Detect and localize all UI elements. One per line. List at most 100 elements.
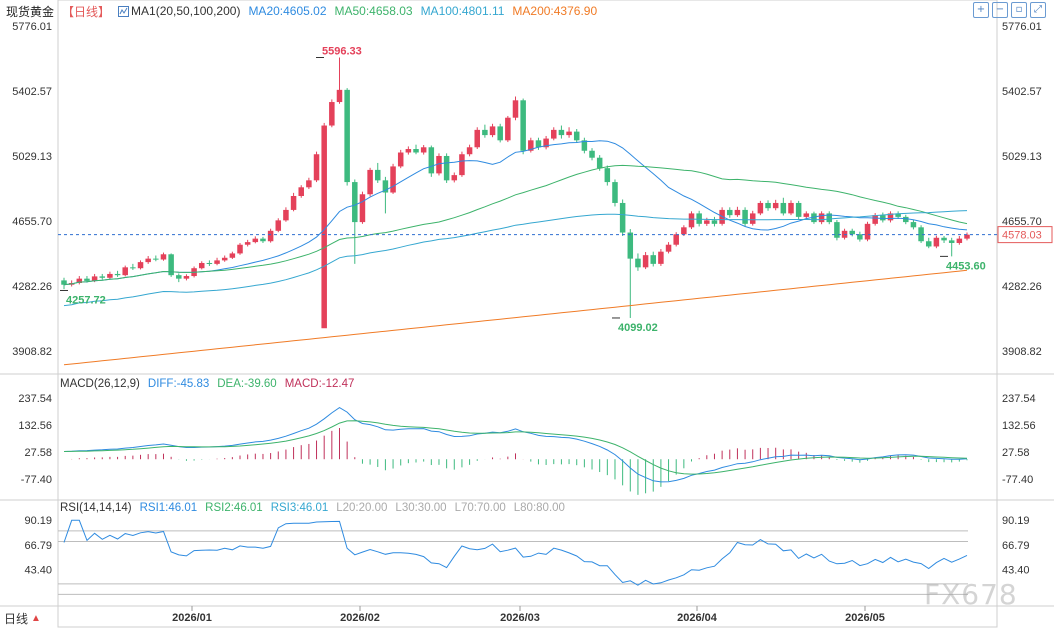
candle-body — [168, 254, 174, 276]
candle-body — [420, 147, 427, 153]
rsi-tick-left: 90.19 — [24, 515, 52, 527]
candle-body — [520, 100, 526, 151]
candle-body — [397, 152, 404, 167]
candle-body — [834, 222, 840, 238]
candle-body — [734, 209, 741, 216]
candle-body — [849, 230, 855, 235]
macd-value: MACD:-12.47 — [284, 378, 355, 390]
candle-body — [153, 258, 159, 260]
price-tick-right: 4282.26 — [1002, 281, 1042, 293]
candle-body — [826, 213, 833, 223]
candle-body — [742, 209, 748, 224]
watermark-logo: FX678 — [924, 578, 1018, 611]
candle-body — [933, 237, 940, 247]
candle-body — [925, 241, 932, 247]
ma100-value: MA100:4801.11 — [420, 4, 505, 18]
candle-body — [864, 223, 871, 240]
candle-body — [114, 273, 121, 276]
candle-body — [76, 278, 83, 283]
candle-body — [237, 244, 243, 254]
candle-body — [880, 215, 886, 221]
price-tick-right: 5402.57 — [1002, 86, 1042, 98]
ma200-value: MA200:4376.90 — [512, 4, 598, 18]
candle-body — [910, 222, 917, 228]
macd-diff-line — [63, 407, 968, 483]
candle-body — [160, 254, 167, 260]
candle-body — [183, 276, 190, 279]
candle-body — [390, 166, 396, 193]
price-tick-right: 5776.01 — [1002, 21, 1042, 33]
candle-body — [589, 150, 595, 158]
candle-body — [765, 202, 771, 209]
candle-body — [229, 253, 236, 258]
rsi-tick-right: 90.19 — [1002, 515, 1030, 527]
candle-body — [964, 234, 970, 239]
candle-body — [336, 89, 343, 103]
candle-body — [436, 155, 442, 174]
candle-body — [941, 237, 947, 241]
candle-body — [704, 220, 710, 224]
candle-body — [306, 180, 312, 188]
annotation-label: 4453.60 — [946, 260, 986, 272]
date-tick-label: 2026/05 — [845, 612, 885, 624]
candle-body — [313, 154, 320, 181]
annotation-label: 4099.02 — [618, 322, 658, 334]
rsi-l80: L80:80.00 — [513, 502, 565, 514]
candle-body — [451, 175, 458, 181]
rsi2-value: RSI2:46.01 — [205, 502, 263, 514]
candle-body — [413, 149, 419, 153]
candle-body — [99, 276, 106, 278]
candle-body — [612, 182, 618, 203]
candle-body — [466, 147, 473, 155]
fullscreen-icon[interactable]: ⤢ — [1030, 2, 1046, 18]
candle-body — [619, 202, 626, 233]
candle-body — [681, 227, 687, 235]
candle-body — [673, 234, 679, 245]
macd-diff: DIFF:-45.83 — [147, 378, 210, 390]
candle-body — [321, 125, 327, 329]
candle-body — [359, 194, 366, 223]
fit-icon[interactable]: ▫ — [1011, 2, 1027, 18]
rsi-legend: RSI(14,14,14) RSI1:46.01 RSI2:46.01 RSI3… — [60, 502, 565, 514]
candle-body — [887, 213, 894, 221]
candle-body — [903, 216, 909, 223]
macd-label[interactable]: MACD(26,12,9) — [60, 378, 140, 390]
candle-body — [206, 262, 213, 264]
instrument-title: 现货黄金 — [6, 4, 55, 19]
candle-body — [91, 276, 98, 281]
rsi-l70: L70:70.00 — [454, 502, 506, 514]
price-tick-right: 4655.70 — [1002, 216, 1042, 228]
rsi-tick-left: 43.40 — [24, 565, 52, 577]
candle-body — [551, 129, 557, 139]
price-tick-left: 3908.82 — [12, 346, 52, 358]
candle-body — [275, 220, 282, 231]
macd-tick-right: 237.54 — [1002, 393, 1036, 405]
period-switch-button[interactable]: 日线 ▲ — [0, 608, 60, 628]
annotation-label: 4257.72 — [66, 294, 106, 306]
period-label[interactable]: 【日线】 — [62, 4, 111, 19]
macd-tick-right: 27.58 — [1002, 447, 1030, 459]
zoom-out-icon[interactable]: − — [992, 2, 1008, 18]
candle-body — [176, 275, 182, 279]
candle-body — [252, 238, 259, 243]
candle-body — [198, 262, 205, 269]
candle-body — [811, 213, 817, 223]
price-tick-right: 3908.82 — [1002, 346, 1042, 358]
candle-body — [642, 255, 649, 268]
candle-body — [221, 257, 228, 261]
period-switch-label: 日线 — [4, 611, 29, 626]
rsi-tick-right: 66.79 — [1002, 540, 1030, 552]
rsi-label[interactable]: RSI(14,14,14) — [60, 502, 132, 514]
zoom-in-icon[interactable]: + — [973, 2, 989, 18]
rsi-line — [63, 519, 968, 586]
rsi-tick-right: 43.40 — [1002, 565, 1030, 577]
ma-indicator-label[interactable]: MA1(20,50,100,200) — [118, 4, 240, 18]
macd-tick-left: 237.54 — [18, 393, 52, 405]
price-tick-left: 5776.01 — [12, 21, 52, 33]
candle-body — [857, 234, 863, 240]
candle-body — [329, 102, 335, 126]
candle-body — [604, 168, 611, 183]
rsi3-value: RSI3:46.01 — [270, 502, 329, 514]
candle-body — [596, 157, 603, 169]
